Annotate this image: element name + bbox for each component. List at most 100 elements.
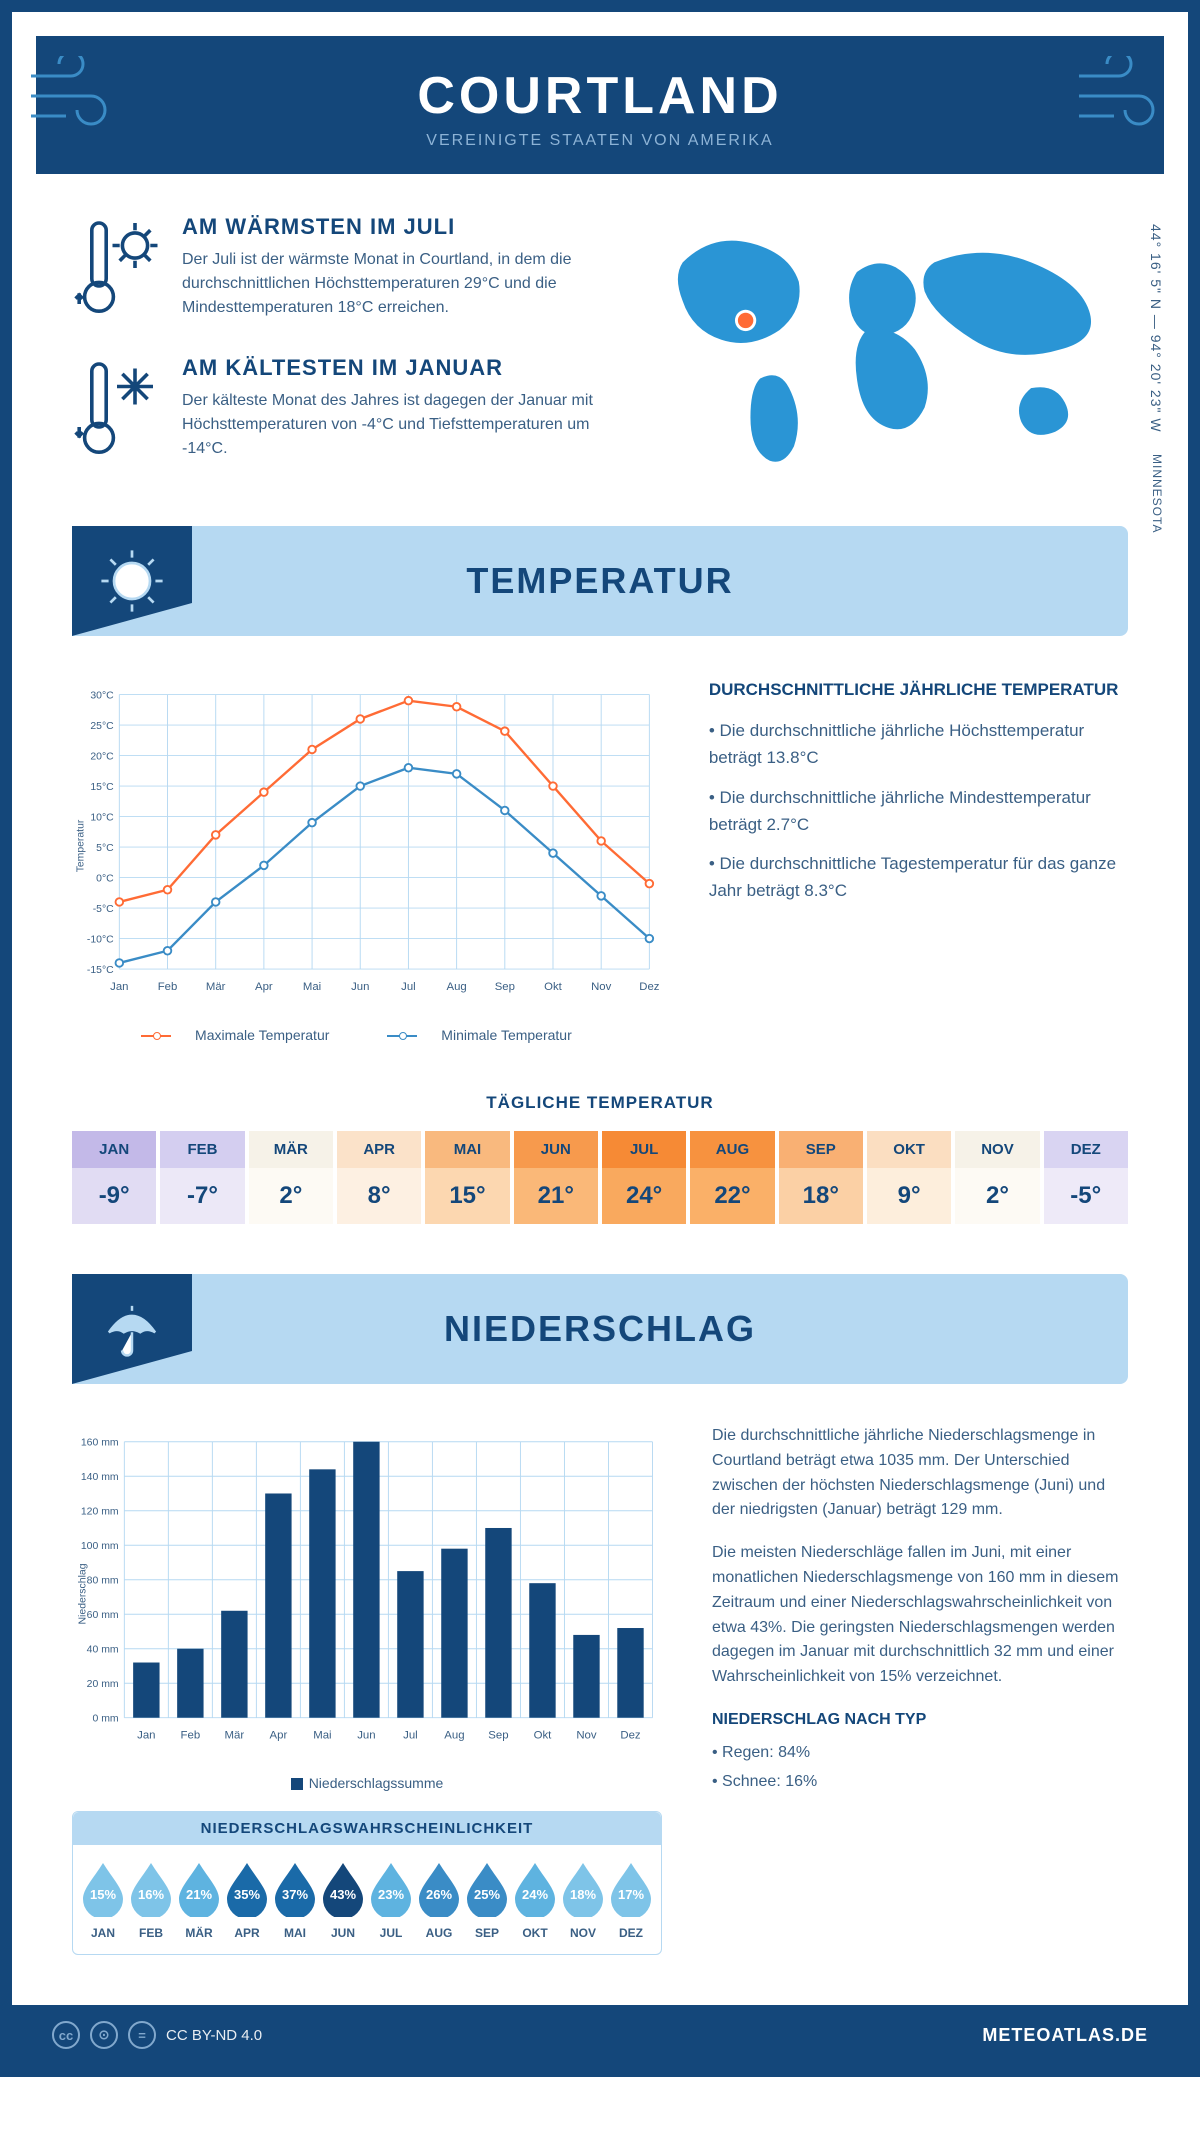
probability-drop: 16%FEB [127, 1859, 175, 1940]
thermometer-sun-icon [72, 214, 162, 327]
probability-drop: 18%NOV [559, 1859, 607, 1940]
temp-bullet: • Die durchschnittliche jährliche Mindes… [709, 784, 1128, 838]
probability-drop: 37%MAI [271, 1859, 319, 1940]
svg-text:0°C: 0°C [96, 873, 114, 884]
bar-chart-legend: Niederschlagssumme [72, 1775, 662, 1791]
svg-text:-10°C: -10°C [87, 934, 114, 945]
svg-text:Nov: Nov [591, 981, 612, 993]
svg-text:80 mm: 80 mm [87, 1576, 119, 1587]
warmest-text: Der Juli ist der wärmste Monat in Courtl… [182, 248, 604, 320]
svg-text:5°C: 5°C [96, 843, 114, 854]
sun-icon [72, 526, 192, 636]
probability-title: NIEDERSCHLAGSWAHRSCHEINLICHKEIT [73, 1812, 661, 1845]
precipitation-banner: NIEDERSCHLAG [72, 1274, 1128, 1384]
svg-text:Jun: Jun [357, 1730, 375, 1742]
thermometer-snow-icon [72, 355, 162, 468]
svg-text:Jan: Jan [137, 1730, 155, 1742]
probability-drop: 26%AUG [415, 1859, 463, 1940]
daily-temp-cell: DEZ-5° [1044, 1131, 1128, 1224]
svg-text:Apr: Apr [270, 1730, 288, 1742]
temperature-banner: TEMPERATUR [72, 526, 1128, 636]
probability-drop: 15%JAN [79, 1859, 127, 1940]
svg-text:Apr: Apr [255, 981, 273, 993]
wind-icon-right [1074, 56, 1174, 141]
svg-text:60 mm: 60 mm [87, 1610, 119, 1621]
svg-text:Mär: Mär [206, 981, 226, 993]
coldest-title: AM KÄLTESTEN IM JANUAR [182, 355, 604, 381]
probability-drop: 21%MÄR [175, 1859, 223, 1940]
svg-text:140 mm: 140 mm [81, 1472, 119, 1483]
svg-text:Sep: Sep [488, 1730, 508, 1742]
svg-text:Nov: Nov [576, 1730, 597, 1742]
svg-text:120 mm: 120 mm [81, 1507, 119, 1518]
precip-type-item: • Schnee: 16% [712, 1770, 1128, 1795]
svg-text:Feb: Feb [181, 1730, 201, 1742]
daily-temp-cell: AUG22° [690, 1131, 774, 1224]
precip-type-item: • Regen: 84% [712, 1741, 1128, 1766]
footer-bar: cc ⊙ = CC BY-ND 4.0 METEOATLAS.DE [12, 2005, 1188, 2065]
svg-text:Okt: Okt [544, 981, 562, 993]
city-title: COURTLAND [56, 66, 1144, 126]
svg-text:Okt: Okt [534, 1730, 553, 1742]
world-map-icon [644, 214, 1128, 485]
probability-drop: 35%APR [223, 1859, 271, 1940]
precip-by-type-title: NIEDERSCHLAG NACH TYP [712, 1708, 1128, 1733]
svg-text:Mär: Mär [225, 1730, 245, 1742]
svg-text:Jul: Jul [403, 1730, 418, 1742]
svg-text:160 mm: 160 mm [81, 1438, 119, 1449]
svg-text:Dez: Dez [639, 981, 659, 993]
svg-text:Jan: Jan [110, 981, 128, 993]
daily-temp-cell: FEB-7° [160, 1131, 244, 1224]
svg-text:15°C: 15°C [90, 782, 114, 793]
line-chart-legend: Maximale Temperatur Minimale Temperatur [72, 1027, 659, 1043]
svg-text:Aug: Aug [444, 1730, 464, 1742]
svg-text:Sep: Sep [495, 981, 515, 993]
license-text: CC BY-ND 4.0 [166, 2027, 262, 2044]
svg-text:Temperatur: Temperatur [75, 819, 86, 872]
warmest-title: AM WÄRMSTEN IM JULI [182, 214, 604, 240]
svg-text:Feb: Feb [158, 981, 178, 993]
precip-paragraph-1: Die durchschnittliche jährliche Niedersc… [712, 1424, 1128, 1523]
region-label: MINNESOTA [1150, 454, 1164, 533]
svg-text:30°C: 30°C [90, 690, 114, 701]
daily-temp-cell: MAI15° [425, 1131, 509, 1224]
svg-text:20°C: 20°C [90, 751, 114, 762]
daily-temp-cell: JUN21° [514, 1131, 598, 1224]
probability-drop: 43%JUN [319, 1859, 367, 1940]
precipitation-probability-box: NIEDERSCHLAGSWAHRSCHEINLICHKEIT 15%JAN16… [72, 1811, 662, 1955]
brand-label: METEOATLAS.DE [982, 2025, 1148, 2046]
svg-text:Jul: Jul [401, 981, 416, 993]
daily-temp-cell: NOV2° [955, 1131, 1039, 1224]
intro-row: AM WÄRMSTEN IM JULI Der Juli ist der wär… [72, 214, 1128, 496]
svg-text:0 mm: 0 mm [92, 1714, 118, 1725]
umbrella-icon [72, 1274, 192, 1384]
svg-text:20 mm: 20 mm [87, 1679, 119, 1690]
daily-temp-cell: OKT9° [867, 1131, 951, 1224]
temp-bullet: • Die durchschnittliche jährliche Höchst… [709, 717, 1128, 771]
probability-drop: 24%OKT [511, 1859, 559, 1940]
svg-text:Jun: Jun [351, 981, 369, 993]
svg-text:Niederschlag: Niederschlag [77, 1563, 88, 1624]
license-block: cc ⊙ = CC BY-ND 4.0 [52, 2021, 262, 2049]
probability-drop: 25%SEP [463, 1859, 511, 1940]
svg-text:100 mm: 100 mm [81, 1541, 119, 1552]
svg-text:-5°C: -5°C [93, 904, 114, 915]
nd-icon: = [128, 2021, 156, 2049]
daily-temp-title: TÄGLICHE TEMPERATUR [72, 1093, 1128, 1113]
svg-text:Aug: Aug [447, 981, 467, 993]
coldest-text: Der kälteste Monat des Jahres ist dagege… [182, 389, 604, 461]
daily-temp-cell: MÄR2° [249, 1131, 333, 1224]
coordinates-label: 44° 16' 5" N — 94° 20' 23" W [1148, 224, 1164, 433]
by-icon: ⊙ [90, 2021, 118, 2049]
precipitation-bar-chart: 0 mm20 mm40 mm60 mm80 mm100 mm120 mm140 … [72, 1424, 662, 1764]
svg-text:10°C: 10°C [90, 812, 114, 823]
probability-drop: 17%DEZ [607, 1859, 655, 1940]
cc-icon: cc [52, 2021, 80, 2049]
header-banner: COURTLAND VEREINIGTE STAATEN VON AMERIKA [36, 36, 1164, 174]
coldest-fact: AM KÄLTESTEN IM JANUAR Der kälteste Mona… [72, 355, 604, 468]
svg-text:Mai: Mai [303, 981, 321, 993]
svg-text:25°C: 25°C [90, 721, 114, 732]
avg-temp-heading: DURCHSCHNITTLICHE JÄHRLICHE TEMPERATUR [709, 676, 1128, 703]
warmest-fact: AM WÄRMSTEN IM JULI Der Juli ist der wär… [72, 214, 604, 327]
wind-icon-left [26, 56, 126, 141]
